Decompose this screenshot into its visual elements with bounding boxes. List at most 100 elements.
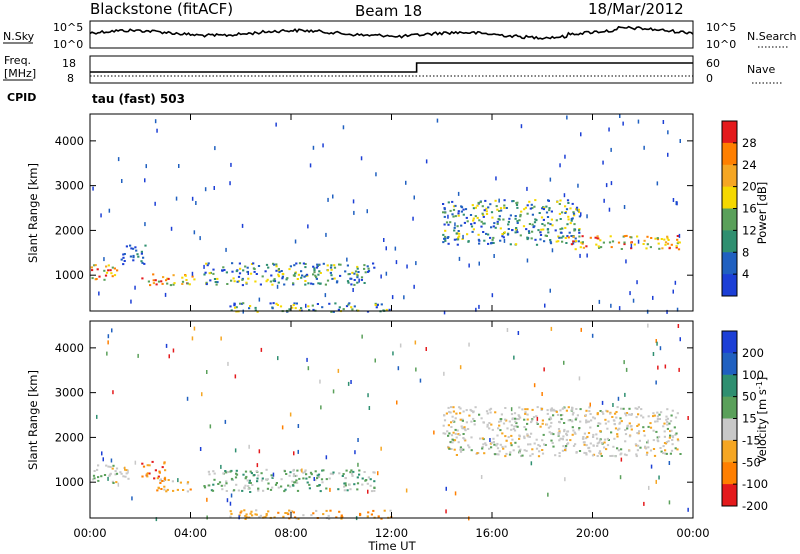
echo-pixel	[640, 414, 643, 417]
echo-pixel	[308, 309, 311, 312]
echo-pixel	[344, 484, 347, 487]
echo-pixel	[480, 225, 483, 228]
echo-pixel	[561, 227, 564, 230]
echo-pixel	[312, 308, 315, 311]
echo-pixel	[326, 279, 330, 282]
echo-pixel	[302, 471, 305, 474]
echo-pixel	[458, 232, 461, 235]
echo-pixel	[489, 236, 492, 239]
scatter-pixel	[672, 198, 675, 202]
echo-pixel	[91, 478, 95, 481]
scatter-pixel	[392, 351, 394, 356]
echo-pixel	[615, 416, 618, 419]
echo-pixel	[570, 419, 573, 422]
echo-pixel	[111, 480, 114, 483]
scatter-pixel	[397, 366, 400, 371]
echo-pixel	[256, 477, 259, 480]
noise-right-tick-low: 10^0	[706, 38, 736, 51]
echo-pixel	[459, 448, 462, 451]
echo-pixel	[514, 231, 517, 234]
echo-pixel	[670, 243, 673, 246]
echo-pixel	[531, 207, 534, 210]
echo-pixel	[620, 407, 623, 410]
echo-pixel	[486, 425, 489, 428]
echo-pixel	[449, 441, 452, 444]
echo-pixel	[504, 455, 507, 458]
echo-pixel	[453, 229, 456, 232]
echo-pixel	[326, 264, 329, 267]
echo-pixel	[569, 207, 572, 210]
scatter-pixel	[457, 191, 460, 196]
scatter-pixel	[350, 380, 352, 384]
echo-pixel	[597, 441, 600, 444]
echo-pixel	[316, 474, 319, 477]
echo-pixel	[349, 277, 352, 280]
echo-pixel	[588, 406, 591, 409]
echo-pixel	[546, 228, 549, 231]
echo-pixel	[454, 417, 457, 420]
echo-pixel	[293, 264, 296, 267]
echo-pixel	[568, 231, 571, 234]
echo-pixel	[212, 268, 215, 271]
echo-pixel	[366, 515, 369, 518]
echo-pixel	[585, 419, 588, 422]
echo-pixel	[474, 406, 477, 409]
echo-pixel	[465, 409, 468, 412]
scatter-pixel	[238, 515, 240, 520]
echo-pixel	[282, 515, 285, 518]
echo-pixel	[512, 200, 515, 202]
scatter-pixel	[201, 392, 203, 397]
echo-pixel	[563, 422, 566, 424]
echo-pixel	[650, 237, 653, 239]
echo-pixel	[476, 452, 479, 455]
echo-pixel	[388, 308, 391, 311]
echo-pixel	[167, 277, 170, 280]
echo-pixel	[485, 444, 488, 447]
scatter-pixel	[578, 376, 581, 381]
echo-pixel	[513, 412, 517, 415]
echo-pixel	[453, 226, 456, 229]
echo-pixel	[502, 218, 505, 221]
echo-pixel	[297, 273, 300, 276]
echo-pixel	[241, 284, 244, 287]
echo-pixel	[520, 455, 523, 458]
scatter-pixel	[272, 472, 275, 477]
echo-pixel	[581, 241, 584, 244]
echo-pixel	[567, 419, 570, 422]
echo-pixel	[366, 310, 370, 313]
echo-pixel	[349, 471, 352, 474]
scatter-pixel	[360, 156, 363, 161]
echo-pixel	[304, 266, 307, 269]
echo-pixel	[510, 428, 513, 431]
echo-pixel	[555, 219, 558, 222]
echo-pixel	[254, 309, 257, 312]
echo-pixel	[181, 276, 184, 279]
echo-pixel	[565, 409, 568, 412]
scatter-pixel	[155, 517, 158, 522]
echo-pixel	[482, 443, 485, 446]
echo-pixel	[447, 242, 450, 245]
echo-pixel	[660, 238, 663, 240]
cpid-label: CPID	[7, 91, 36, 104]
echo-pixel	[444, 432, 447, 435]
echo-pixel	[457, 210, 460, 213]
colorbar-segment	[722, 164, 737, 188]
scatter-pixel	[543, 367, 545, 372]
echo-pixel	[363, 264, 366, 267]
echo-pixel	[277, 268, 280, 270]
echo-pixel	[581, 235, 584, 238]
echo-pixel	[305, 477, 308, 480]
echo-pixel	[231, 270, 234, 273]
scatter-pixel	[204, 187, 207, 192]
echo-pixel	[606, 437, 609, 440]
scatter-pixel	[533, 383, 536, 388]
scatter-pixel	[154, 201, 156, 206]
echo-pixel	[586, 420, 589, 423]
echo-pixel	[459, 446, 462, 449]
echo-pixel	[547, 199, 550, 202]
echo-pixel	[230, 279, 233, 282]
echo-pixel	[620, 420, 623, 423]
scatter-pixel	[307, 224, 309, 229]
echo-pixel	[115, 472, 119, 475]
scatter-pixel	[668, 461, 671, 465]
